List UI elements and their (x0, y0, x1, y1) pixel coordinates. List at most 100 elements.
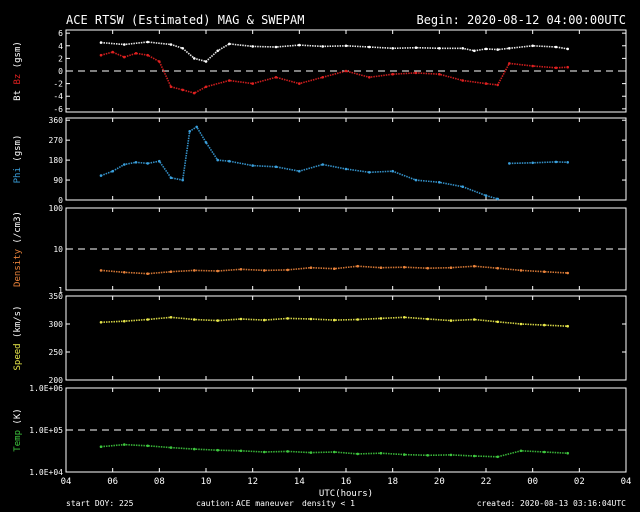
data-point (123, 163, 126, 166)
y-tick-label: 300 (49, 320, 64, 329)
data-point (519, 269, 523, 272)
data-point (123, 443, 126, 446)
start-doy: start DOY: 225 (66, 499, 134, 508)
y-axis-label: Bt Bz (gsm) (13, 41, 23, 101)
y-axis-label: Speed (km/s) (13, 305, 23, 370)
data-point (111, 169, 114, 173)
data-point (403, 265, 406, 269)
y-tick-label: 200 (49, 376, 64, 385)
y-tick-label: -6 (53, 105, 63, 114)
data-point (566, 271, 569, 275)
series-temp (99, 443, 569, 459)
data-point (403, 316, 406, 319)
panels: 6 4 2 0 -2 -4 -6 Bt Bz (gsm) 360 270 180 90 0 Phi (gs… (13, 29, 627, 477)
data-point (449, 266, 453, 270)
data-point (438, 72, 441, 76)
data-point (356, 264, 360, 268)
data-point (216, 49, 219, 53)
data-point (216, 269, 219, 273)
data-point (169, 85, 173, 89)
data-point (531, 64, 534, 68)
begin-time: Begin: 2020-08-12 04:00:00UTC (416, 13, 626, 27)
data-point (508, 47, 511, 50)
data-point (239, 449, 243, 453)
data-point (193, 91, 196, 95)
y-tick-label: 100 (49, 204, 64, 213)
data-point (461, 79, 465, 82)
data-point (298, 169, 301, 173)
data-point (134, 161, 138, 164)
data-point (99, 321, 103, 324)
data-point (554, 45, 558, 49)
data-point (146, 40, 149, 44)
x-tick-label: 12 (247, 477, 258, 487)
data-point (508, 162, 511, 165)
data-point (216, 158, 219, 162)
data-point (473, 264, 476, 268)
y-tick-label: 0 (58, 67, 63, 76)
x-tick-label: 16 (341, 477, 352, 487)
data-point (449, 319, 453, 322)
data-point (274, 165, 278, 169)
data-point (496, 197, 500, 201)
y-tick-label: 1 (58, 286, 63, 295)
data-point (414, 71, 418, 75)
data-point (391, 47, 395, 50)
data-point (473, 454, 476, 458)
panel-phi: 360 270 180 90 0 Phi (gsm) (13, 116, 627, 205)
data-point (496, 455, 500, 459)
y-tick-label: 2 (58, 54, 63, 63)
data-point (111, 50, 114, 54)
data-point (426, 266, 430, 270)
y-axis-label-part: (gsm) (13, 41, 23, 74)
data-point (239, 268, 243, 271)
y-tick-label: 180 (49, 156, 64, 165)
data-point (543, 450, 546, 454)
data-point (239, 317, 243, 321)
data-point (344, 69, 348, 73)
data-point (169, 176, 173, 180)
y-tick-label: 360 (49, 116, 64, 125)
data-point (146, 318, 149, 321)
data-point (321, 76, 325, 79)
data-point (204, 60, 208, 63)
x-tick-label: 04 (61, 477, 72, 487)
data-point (484, 47, 488, 51)
series-bz (99, 50, 569, 95)
data-point (379, 266, 383, 270)
y-axis-label-part: (km/s) (13, 305, 23, 343)
data-point (519, 449, 523, 453)
y-axis-label-part: Bz (13, 74, 23, 90)
data-point (263, 450, 266, 454)
data-point (309, 317, 313, 321)
series-bt (99, 40, 569, 63)
y-tick-label: 4 (58, 42, 63, 51)
data-point (543, 270, 546, 274)
data-point (566, 47, 569, 51)
data-point (414, 46, 418, 49)
data-point (274, 45, 278, 49)
data-point (531, 161, 534, 165)
data-point (99, 174, 103, 177)
data-point (228, 159, 231, 163)
series-trace (100, 41, 568, 63)
data-point (146, 444, 149, 448)
data-point (473, 318, 476, 321)
caution-density: density < 1 (302, 499, 355, 508)
data-point (368, 45, 371, 49)
data-point (321, 45, 325, 48)
x-tick-label: 06 (107, 477, 118, 487)
panel-mag: 6 4 2 0 -2 -4 -6 Bt Bz (gsm) (13, 29, 627, 114)
data-point (216, 448, 219, 452)
data-point (333, 318, 336, 322)
data-point (274, 76, 278, 79)
data-point (496, 266, 500, 270)
data-point (169, 446, 173, 449)
data-point (263, 269, 266, 272)
data-point (146, 272, 149, 276)
data-point (403, 453, 406, 456)
data-point (519, 322, 523, 326)
y-axis-label-part: Speed (13, 343, 23, 370)
data-point (99, 53, 103, 57)
